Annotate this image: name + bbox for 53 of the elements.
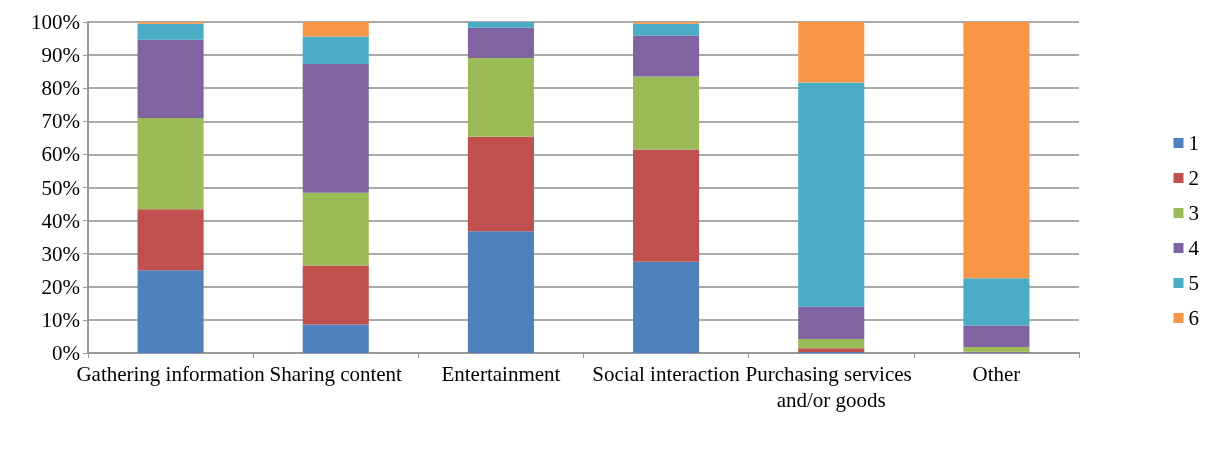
legend-label: 5 [1188,271,1199,295]
bar [302,22,369,37]
bar [137,270,204,353]
x-tick-label: Gathering information [76,362,266,386]
bar [798,306,865,340]
bar [963,22,1030,279]
bar [467,22,534,28]
bar [467,231,534,353]
y-tick-label: 60% [41,142,80,167]
y-tick-label: 90% [41,43,80,68]
y-tick-label: 70% [41,109,80,134]
bar [302,192,369,266]
bar [633,23,700,36]
bar [137,117,204,210]
legend-label: 3 [1188,201,1199,225]
bar [963,278,1030,326]
y-tick-label: 80% [41,76,80,101]
bar [302,265,369,325]
bar [963,347,1030,352]
bar [633,76,700,150]
x-tick-label: Purchasing services and/or goods [745,362,917,412]
bar [798,348,865,353]
y-tick-label: 0% [52,341,80,365]
bar [467,136,534,232]
bar [302,36,369,65]
bar [302,324,369,353]
bar [137,39,204,118]
y-tick-label: 10% [41,307,80,332]
legend-label: 1 [1188,131,1199,155]
bar [798,22,865,83]
bar [467,27,534,59]
bar [963,325,1030,348]
legend-label: 4 [1188,236,1200,260]
y-tick-label: 100% [31,10,80,34]
legend-label: 6 [1188,306,1199,330]
bar [467,58,534,137]
bar [302,64,369,193]
x-tick-label: Sharing content [269,362,403,386]
bar [137,23,204,40]
legend-label: 2 [1188,166,1199,190]
bar [798,339,865,349]
y-tick-label: 30% [41,241,80,266]
bar [798,82,865,307]
bar [633,261,700,353]
y-tick-label: 50% [41,175,80,200]
bar [633,35,700,77]
x-tick-label: Other [972,362,1021,386]
x-tick-label: Entertainment [441,362,561,386]
bar [137,209,204,271]
y-tick-label: 20% [41,274,80,299]
bar [633,149,700,262]
y-tick-label: 40% [41,208,80,233]
x-tick-label: Social interaction [592,362,741,386]
